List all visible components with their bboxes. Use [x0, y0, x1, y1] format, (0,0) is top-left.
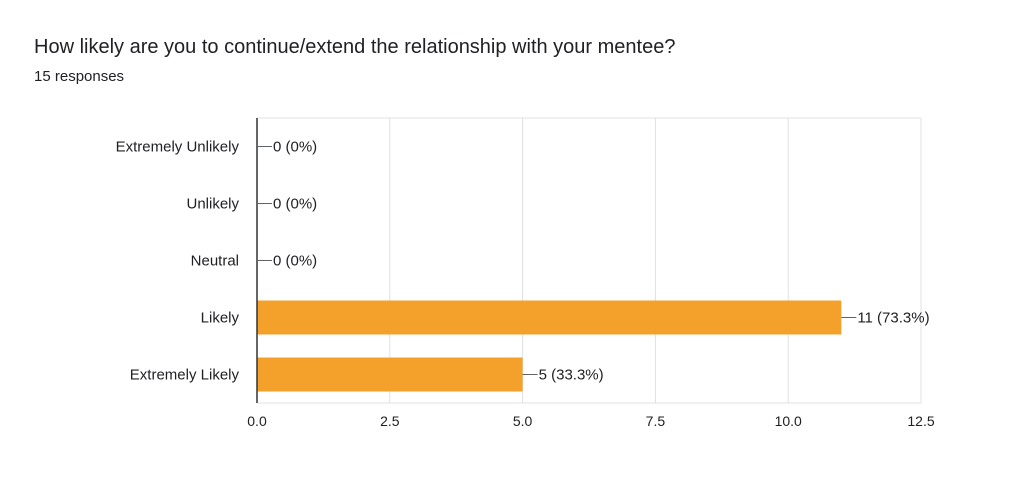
x-tick-label: 12.5 — [907, 413, 934, 429]
bars — [257, 300, 842, 392]
x-tick-label: 7.5 — [646, 413, 666, 429]
category-label: Likely — [201, 310, 240, 327]
labels: 0.0 2.5 5.0 7.5 10.0 12.5 Extremely Unlikely 0 … — [116, 139, 935, 430]
bar[interactable] — [257, 357, 523, 392]
x-tick-label: 10.0 — [775, 413, 802, 429]
category-label: Unlikely — [186, 196, 239, 213]
data-label: 11 (73.3%) — [857, 310, 929, 327]
response-count: 15 responses — [34, 68, 125, 85]
data-label: 0 (0%) — [273, 196, 317, 213]
data-label: 0 (0%) — [273, 139, 317, 156]
gridlines — [257, 117, 922, 404]
x-tick-label: 0.0 — [247, 413, 267, 429]
x-tick-label: 2.5 — [380, 413, 400, 429]
question-title: How likely are you to continue/extend th… — [34, 36, 676, 58]
data-label: 5 (33.3%) — [539, 367, 604, 384]
category-label: Extremely Unlikely — [116, 139, 240, 156]
category-label: Extremely Likely — [130, 367, 240, 384]
category-label: Neutral — [191, 253, 239, 270]
bar[interactable] — [257, 300, 842, 335]
data-label: 0 (0%) — [273, 253, 317, 270]
x-tick-label: 5.0 — [513, 413, 533, 429]
